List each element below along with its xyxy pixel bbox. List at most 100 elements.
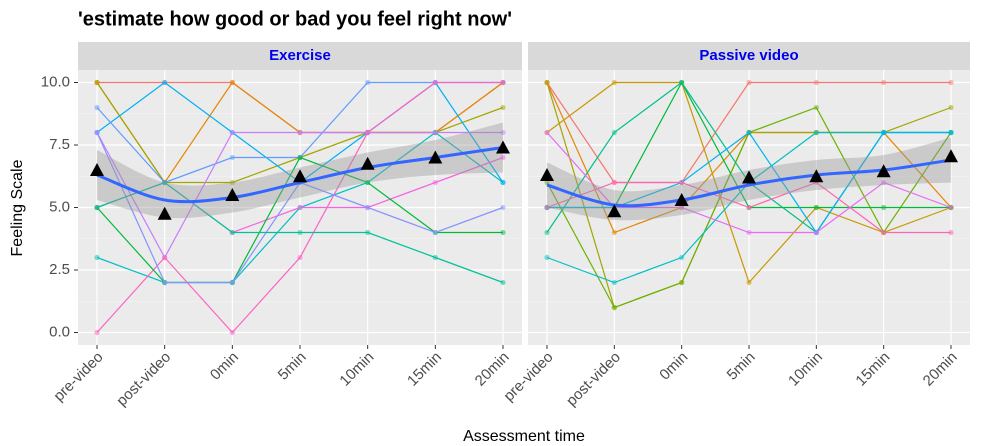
x-tick-label: 20min [472, 349, 513, 390]
individual-point [813, 204, 819, 211]
individual-point [365, 229, 371, 236]
x-tick-label: 5min [275, 349, 310, 384]
individual-point [948, 229, 954, 236]
individual-point [94, 329, 100, 336]
y-tick-label: 0.0 [49, 323, 70, 340]
x-tick-label: post-video [563, 349, 624, 410]
individual-point [365, 204, 371, 211]
individual-point [500, 279, 506, 286]
individual-point [162, 279, 168, 286]
x-tick-label: 15min [852, 349, 893, 390]
individual-point [881, 129, 887, 136]
mean-marker [157, 206, 172, 220]
strip-title: Passive video [699, 47, 798, 64]
individual-point [948, 79, 954, 86]
individual-point [746, 279, 752, 286]
x-tick-label: pre-video [50, 349, 106, 405]
individual-point [162, 179, 168, 186]
x-tick-label: 5min [724, 349, 759, 384]
individual-point [679, 79, 685, 86]
x-tick-label: 0min [207, 349, 242, 384]
individual-point [432, 79, 438, 86]
individual-point [544, 129, 550, 136]
individual-point [544, 254, 550, 261]
individual-point [813, 104, 819, 111]
mean-marker [496, 140, 510, 154]
individual-point [679, 179, 685, 186]
individual-point [297, 229, 303, 236]
individual-point [94, 104, 100, 111]
individual-point [813, 129, 819, 136]
x-axis-label: Assessment time [463, 428, 585, 445]
x-tick-label: 10min [336, 349, 377, 390]
individual-point [432, 229, 438, 236]
individual-point [611, 179, 617, 186]
individual-point [365, 79, 371, 86]
individual-point [611, 129, 617, 136]
individual-point [162, 254, 168, 261]
individual-point [881, 179, 887, 186]
x-tick-label: 0min [656, 349, 691, 384]
individual-point [948, 104, 954, 111]
individual-point [229, 229, 235, 236]
individual-point [679, 254, 685, 261]
individual-point [297, 254, 303, 261]
individual-point [500, 229, 506, 236]
individual-point [94, 79, 100, 86]
individual-point [544, 179, 550, 186]
x-tick-label: 15min [404, 349, 445, 390]
individual-point [365, 179, 371, 186]
individual-point [229, 79, 235, 86]
individual-point [94, 129, 100, 136]
individual-point [611, 229, 617, 236]
y-tick-label: 2.5 [49, 261, 70, 278]
mean-marker [742, 170, 756, 184]
individual-point [679, 279, 685, 286]
individual-point [297, 154, 303, 161]
y-tick-label: 7.5 [49, 136, 70, 153]
individual-point [746, 79, 752, 86]
individual-point [746, 129, 752, 136]
individual-point [229, 154, 235, 161]
individual-point [297, 129, 303, 136]
individual-point [611, 304, 617, 311]
mean-marker [540, 168, 554, 181]
strip [528, 42, 970, 70]
mean-marker [225, 188, 240, 201]
x-tick-label: post-video [113, 349, 174, 410]
individual-point [813, 229, 819, 236]
individual-point [229, 179, 235, 186]
individual-point [948, 204, 954, 211]
mean-marker [607, 204, 622, 218]
individual-point [948, 129, 954, 136]
mean-marker [674, 193, 689, 206]
individual-point [746, 204, 752, 211]
individual-point [229, 129, 235, 136]
individual-point [500, 104, 506, 111]
individual-point [881, 79, 887, 86]
individual-point [432, 254, 438, 261]
individual-point [229, 329, 235, 336]
x-tick-label: 10min [785, 349, 826, 390]
individual-point [500, 129, 506, 136]
individual-point [679, 204, 685, 211]
individual-point [544, 229, 550, 236]
y-tick-label: 5.0 [49, 198, 70, 215]
individual-point [611, 279, 617, 286]
mean-marker [360, 156, 375, 170]
individual-point [813, 79, 819, 86]
individual-point [500, 204, 506, 211]
individual-point [881, 229, 887, 236]
chart-title: 'estimate how good or bad you feel right… [78, 8, 512, 30]
individual-point [544, 204, 550, 211]
y-axis-label: Feeling Scale [9, 159, 26, 256]
individual-point [500, 79, 506, 86]
mean-marker [90, 163, 104, 176]
individual-point [611, 79, 617, 86]
mean-marker [428, 150, 443, 164]
strip-title: Exercise [269, 47, 331, 64]
mean-marker [809, 169, 824, 183]
individual-point [365, 129, 371, 136]
individual-point [162, 79, 168, 86]
